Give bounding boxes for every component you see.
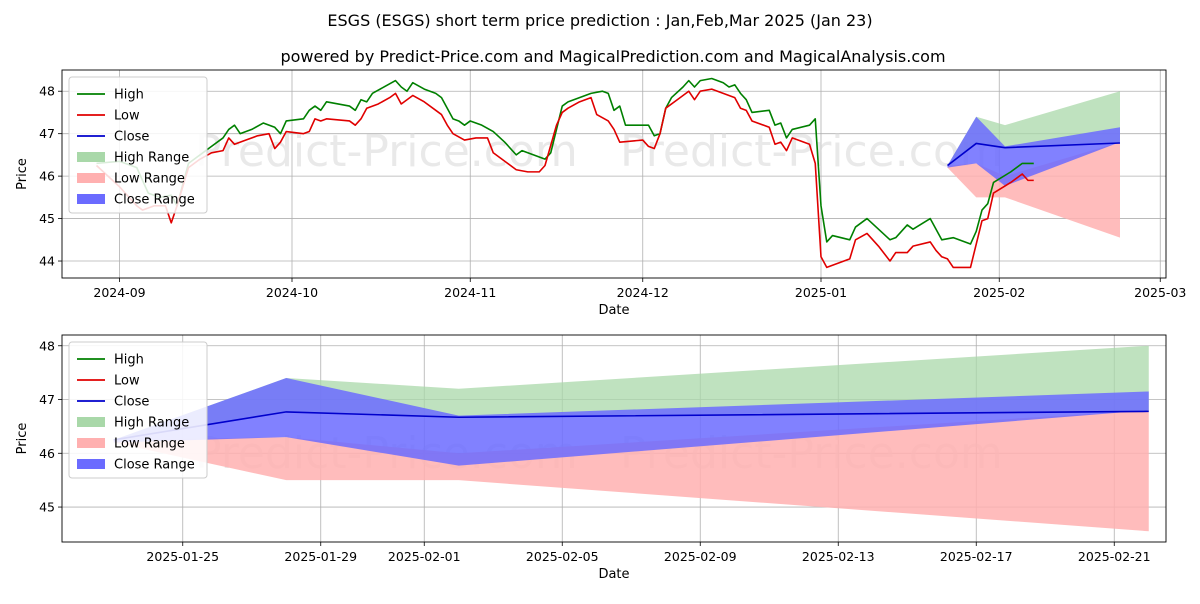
legend-patch-swatch [77, 194, 105, 204]
legend-label: Close [114, 130, 149, 145]
legend-label: High Range [114, 151, 189, 166]
x-tick-label: 2025-02-13 [802, 549, 875, 564]
legend-label: Close Range [114, 193, 195, 208]
high-price-line [96, 77, 1034, 245]
close-range-band [947, 116, 1120, 186]
y-tick-label: 46 [39, 169, 55, 184]
legend: High Low Close High Range Low Range Close Ran… [68, 76, 208, 214]
high-range-band [947, 91, 1120, 166]
legend-patch-swatch [77, 459, 105, 469]
watermark-text: Predict-Price.com [218, 275, 601, 326]
legend-label: Close [114, 395, 149, 410]
y-tick-label: 46 [39, 446, 55, 461]
legend-patch-swatch [77, 438, 105, 448]
x-tick-label: 2025-01-25 [146, 549, 219, 564]
y-axis-label: Price [15, 423, 30, 455]
x-tick-label: 2025-01 [795, 285, 847, 300]
y-tick-label: 44 [39, 254, 55, 269]
x-tick-label: 2024-09 [93, 285, 145, 300]
legend-patch-swatch [77, 417, 105, 427]
legend-patch-swatch [77, 152, 105, 162]
lower-panel: 2025-01-25 2025-01-29 2025-02-01 2025-02-05… [15, 334, 1167, 582]
y-tick-label: 48 [39, 84, 55, 99]
low-range-band [947, 142, 1120, 238]
y-tick-label: 45 [39, 211, 55, 226]
legend-label: High [114, 353, 144, 368]
plot-area [95, 77, 1121, 269]
legend: High Low Close High Range Low Range Close Ran… [68, 341, 208, 479]
x-tick-label: 2025-03 [1134, 285, 1186, 300]
x-tick-label: 2025-02-05 [526, 549, 599, 564]
y-tick-label: 47 [39, 126, 55, 141]
legend-label: Low [114, 109, 140, 124]
legend-label: Low Range [114, 437, 185, 452]
low-price-line [95, 88, 1034, 269]
watermark-text: Predict-Price.com [618, 275, 1001, 326]
y-tick-label: 48 [39, 338, 55, 353]
plot-frame [61, 334, 1167, 543]
x-tick-label: 2025-02-17 [940, 549, 1013, 564]
x-tick-label: 2025-02 [973, 285, 1025, 300]
x-tick-label: 2025-01-29 [284, 549, 357, 564]
low-range-band [113, 410, 1149, 532]
legend-patch-swatch [77, 173, 105, 183]
legend-label: High [114, 88, 144, 103]
x-tick-label: 2025-02-21 [1078, 549, 1151, 564]
chart-title: ESGS (ESGS) short term price prediction … [327, 11, 872, 30]
y-tick-label: 45 [39, 500, 55, 515]
high-range-band [113, 345, 1149, 440]
x-tick-label: 2024-11 [444, 285, 496, 300]
close-range-band [113, 378, 1149, 466]
x-tick-label: 2025-02-01 [388, 549, 461, 564]
x-axis-label: Date [598, 567, 629, 582]
legend-label: Low Range [114, 172, 185, 187]
plot-area [113, 345, 1149, 532]
x-tick-label: 2024-10 [266, 285, 318, 300]
legend-label: Close Range [114, 458, 195, 473]
x-tick-label: 2025-02-09 [664, 549, 737, 564]
close-forecast-line [947, 142, 1121, 167]
x-tick-label: 2024-12 [617, 285, 669, 300]
y-tick-label: 47 [39, 392, 55, 407]
plot-frame [61, 69, 1167, 279]
upper-panel: 2024-09 2024-10 2024-11 2024-12 2025-01 2025-… [15, 69, 1186, 326]
legend-label: Low [114, 374, 140, 389]
x-axis-label: Date [598, 303, 629, 318]
legend-label: High Range [114, 416, 189, 431]
grid: 2024-09 2024-10 2024-11 2024-12 2025-01 2025-… [39, 70, 1186, 300]
y-axis-label: Price [15, 158, 30, 190]
chart-subtitle: powered by Predict-Price.com and Magical… [280, 47, 945, 66]
